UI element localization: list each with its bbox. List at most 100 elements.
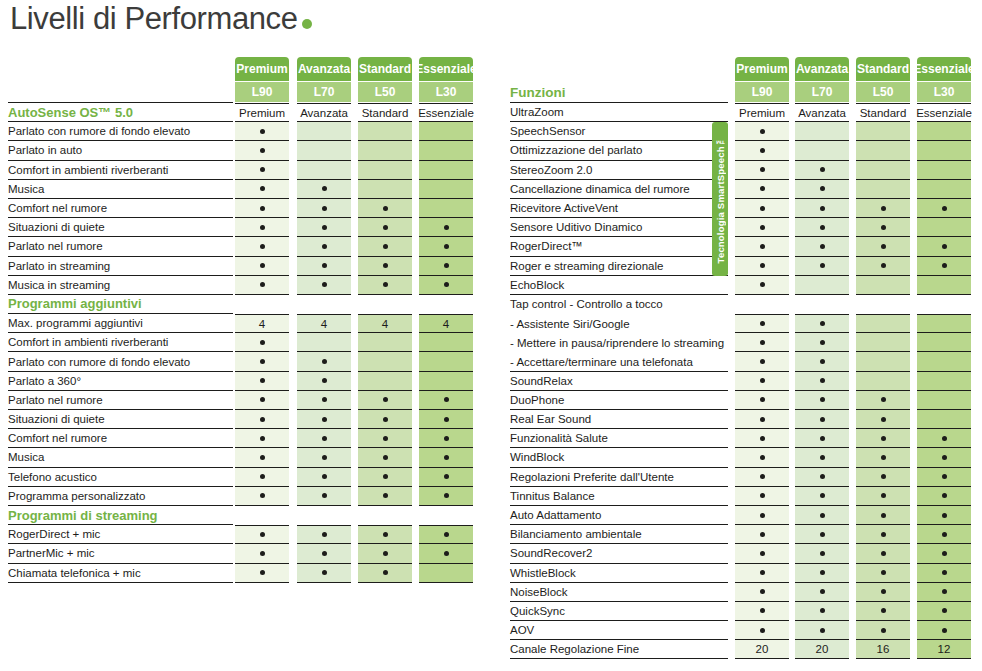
availability-dot-icon — [820, 474, 825, 479]
availability-cell — [856, 391, 910, 410]
row-label: Programma personalizzato — [8, 487, 233, 506]
availability-cell — [358, 487, 412, 506]
availability-cell — [419, 257, 473, 276]
availability-cell — [735, 314, 789, 333]
section-label: Programmi aggiuntivi — [8, 295, 233, 314]
availability-cell — [795, 391, 849, 410]
availability-cell — [856, 448, 910, 467]
availability-cell — [917, 583, 971, 602]
availability-dot-icon — [444, 455, 449, 460]
availability-cell — [917, 429, 971, 448]
availability-cell — [795, 564, 849, 583]
availability-dot-icon — [260, 359, 265, 364]
table-row: Cancellazione dinamica del rumore — [510, 180, 972, 199]
row-label: SpeechSensor — [510, 122, 728, 141]
table-right-rows: UltraZoomPremiumAvanzataStandardEssenzia… — [510, 103, 972, 659]
availability-dot-icon — [383, 206, 388, 211]
availability-cell — [856, 257, 910, 276]
availability-dot-icon — [322, 378, 327, 383]
empty-cell — [358, 141, 412, 160]
availability-cell — [856, 429, 910, 448]
availability-cell — [358, 391, 412, 410]
availability-dot-icon — [260, 378, 265, 383]
availability-dot-icon — [942, 474, 947, 479]
availability-cell — [297, 180, 351, 199]
availability-dot-icon — [820, 340, 825, 345]
table-row: Ricevitore ActiveVent — [510, 199, 972, 218]
table-row: RogerDirect™ — [510, 237, 972, 256]
empty-cell — [856, 333, 910, 352]
availability-dot-icon — [942, 455, 947, 460]
row-label: - Assistente Siri/Google — [510, 314, 728, 333]
row-label: Chiamata telefonica + mic — [8, 564, 233, 583]
availability-cell — [856, 602, 910, 621]
table-row: - Accettare/terminare una telefonata — [510, 352, 972, 371]
value-cell: Standard — [358, 103, 412, 122]
availability-dot-icon — [881, 493, 886, 498]
availability-cell — [358, 218, 412, 237]
page-title-text: Livelli di Performance — [10, 1, 298, 36]
availability-dot-icon — [322, 263, 327, 268]
availability-cell — [235, 410, 289, 429]
row-label: Canale Regolazione Fine — [510, 640, 728, 659]
availability-cell — [735, 237, 789, 256]
availability-cell — [297, 352, 351, 371]
empty-cell — [297, 122, 351, 141]
table-row: WindBlock — [510, 448, 972, 467]
availability-dot-icon — [760, 397, 765, 402]
empty-cell — [358, 372, 412, 391]
availability-dot-icon — [760, 359, 765, 364]
availability-dot-icon — [760, 513, 765, 518]
table-row: StereoZoom 2.0 — [510, 161, 972, 180]
availability-dot-icon — [444, 225, 449, 230]
availability-cell — [297, 487, 351, 506]
row-label: RogerDirect + mic — [8, 525, 233, 544]
availability-cell — [735, 199, 789, 218]
row-label: Situazioni di quiete — [8, 410, 233, 429]
availability-dot-icon — [260, 474, 265, 479]
row-label: Sensore Uditivo Dinamico — [510, 218, 728, 237]
empty-cell — [297, 141, 351, 160]
table-left-header: Premium L90 Avanzata L70 Standard L50 Es… — [8, 57, 475, 103]
level-name: Standard — [856, 57, 910, 82]
availability-dot-icon — [820, 225, 825, 230]
row-label: RogerDirect™ — [510, 237, 728, 256]
table-row: RogerDirect + mic — [8, 525, 475, 544]
availability-dot-icon — [820, 570, 825, 575]
table-row: - Mettere in pausa/riprendere lo streami… — [510, 333, 972, 352]
availability-dot-icon — [322, 186, 327, 191]
availability-cell — [917, 487, 971, 506]
table-row: QuickSync — [510, 602, 972, 621]
section-row: AutoSense OS™ 5.0PremiumAvanzataStandard… — [8, 103, 475, 122]
availability-dot-icon — [881, 206, 886, 211]
availability-cell — [358, 525, 412, 544]
availability-dot-icon — [760, 455, 765, 460]
availability-dot-icon — [444, 244, 449, 249]
empty-cell — [795, 276, 849, 295]
availability-dot-icon — [760, 608, 765, 613]
empty-cell — [358, 161, 412, 180]
availability-dot-icon — [322, 551, 327, 556]
availability-cell — [735, 122, 789, 141]
availability-dot-icon — [383, 551, 388, 556]
availability-dot-icon — [760, 589, 765, 594]
availability-cell — [795, 487, 849, 506]
row-label: Real Ear Sound — [510, 410, 728, 429]
level-name: Standard — [358, 57, 412, 82]
row-label: Comfort in ambienti riverberanti — [8, 333, 233, 352]
table-row: Comfort in ambienti riverberanti — [8, 161, 475, 180]
availability-dot-icon — [444, 551, 449, 556]
table-row: Tap control - Controllo a tocco — [510, 295, 972, 314]
empty-cell — [419, 352, 473, 371]
empty-cell — [917, 141, 971, 160]
availability-dot-icon — [444, 436, 449, 441]
availability-cell — [297, 391, 351, 410]
row-label: Comfort nel rumore — [8, 199, 233, 218]
value-cell: 12 — [917, 640, 971, 659]
row-label: SoundRecover2 — [510, 544, 728, 563]
empty-cell — [856, 314, 910, 333]
availability-cell — [735, 602, 789, 621]
availability-dot-icon — [760, 378, 765, 383]
row-label: Cancellazione dinamica del rumore — [510, 180, 728, 199]
availability-cell — [795, 161, 849, 180]
